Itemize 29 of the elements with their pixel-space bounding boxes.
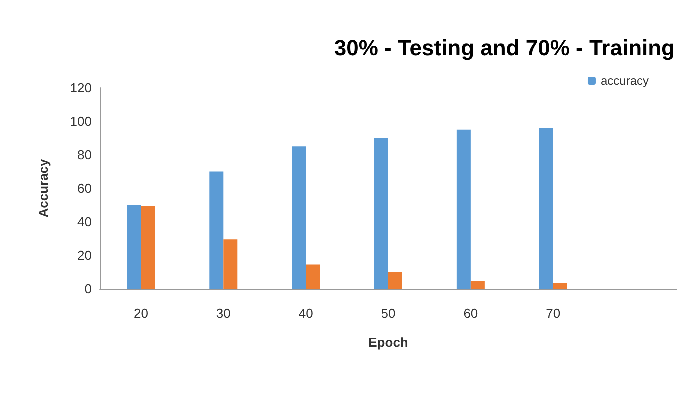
y-tick-label: 40 xyxy=(78,214,92,230)
bar xyxy=(388,272,402,289)
x-tick-label: 20 xyxy=(134,306,148,321)
bar xyxy=(127,205,142,289)
x-tick-label: 30 xyxy=(216,306,231,321)
x-axis-title: Epoch xyxy=(368,335,408,350)
bar xyxy=(224,240,238,289)
bar xyxy=(470,281,485,289)
bar xyxy=(374,138,388,289)
y-tick-label: 60 xyxy=(78,181,92,196)
bar xyxy=(553,283,568,289)
x-tick-label: 60 xyxy=(464,306,478,321)
bar xyxy=(539,128,554,289)
y-tick-label: 100 xyxy=(70,114,92,129)
chart-title: 30% - Testing and 70% - Training xyxy=(334,36,675,60)
x-tick-label: 40 xyxy=(298,306,314,321)
legend-label: accuracy xyxy=(600,74,650,88)
bar xyxy=(141,206,156,289)
bar xyxy=(292,146,306,289)
x-tick-label: 70 xyxy=(546,306,561,321)
y-tick-label: 120 xyxy=(70,80,92,96)
bar xyxy=(456,130,471,289)
x-tick-label: 50 xyxy=(381,306,396,321)
y-tick-label: 0 xyxy=(84,282,92,296)
y-tick-label: 80 xyxy=(78,148,92,162)
bar xyxy=(306,264,320,289)
y-axis-title: Accuracy xyxy=(36,158,51,218)
y-tick-label: 20 xyxy=(78,248,92,263)
bar xyxy=(210,172,224,289)
